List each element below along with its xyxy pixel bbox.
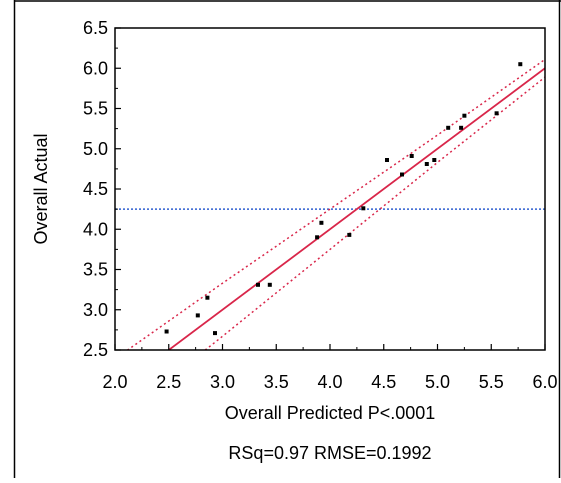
data-point [385,158,389,162]
lower-confidence-curve [204,76,545,350]
x-tick-label: 5.0 [425,372,450,392]
data-point [518,62,523,67]
data-point [267,282,272,287]
y-tick-label: 6.0 [83,58,108,78]
x-tick-label: 4.0 [317,372,342,392]
points-layer [164,62,523,336]
data-point [256,282,260,287]
y-axis-label: Overall Actual [31,133,51,244]
x-tick-label: 4.5 [371,372,396,392]
x-tick-label: 5.5 [479,372,504,392]
data-point [205,295,210,300]
y-tick-label: 6.5 [83,18,108,38]
y-tick-label: 5.5 [83,99,108,119]
y-tick-label: 2.5 [83,340,108,360]
data-point [424,162,429,166]
data-point [361,206,366,211]
data-point [459,125,464,130]
data-point [319,220,324,225]
y-tick-label: 5.0 [83,139,108,159]
x-axis-label: Overall Predicted P<.0001 [225,403,436,423]
data-point [347,232,352,237]
fit-line [167,67,545,350]
data-point [400,172,404,177]
ticks-layer: 2.0 2.5 3.0 3.5 4.0 4.5 5.0 5.5 6.0 2.5 3.0 3.5 4.0 4… [83,18,558,392]
data-point [494,111,499,116]
data-point [164,329,169,334]
data-point [432,158,437,162]
data-point [462,113,467,118]
plot-area-frame [114,27,546,351]
x-tick-label: 2.0 [102,372,127,392]
x-tick-label: 6.0 [532,372,557,392]
y-tick-label: 3.0 [83,300,108,320]
y-tick-label: 4.0 [83,219,108,239]
y-tick-label: 4.5 [83,179,108,199]
data-point [195,313,200,318]
data-point [409,154,414,158]
plot-clip-layer [115,58,545,350]
x-tick-label: 2.5 [156,372,181,392]
data-point [446,125,451,130]
x-tick-label: 3.0 [210,372,235,392]
x-tick-label: 3.5 [264,372,289,392]
data-point [315,235,320,240]
data-point [213,331,217,336]
chart-subtitle: RSq=0.97 RMSE=0.1992 [228,443,431,463]
y-tick-label: 3.5 [83,260,108,280]
